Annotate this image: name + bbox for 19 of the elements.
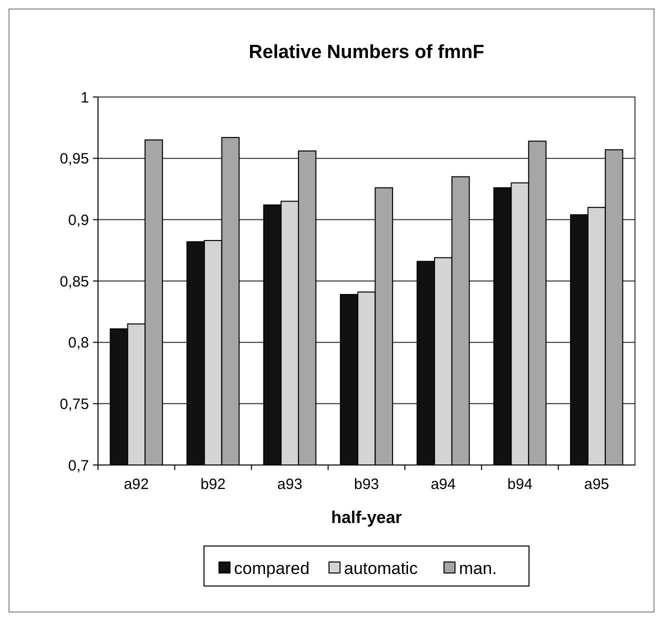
x-tick-label: a92 xyxy=(124,476,149,493)
y-tick-label: 0,95 xyxy=(60,150,89,168)
x-tick-label: b92 xyxy=(200,476,226,493)
x-tick-label: a93 xyxy=(277,476,302,493)
legend-label: compared xyxy=(234,558,310,578)
y-tick-label: 1 xyxy=(80,89,89,106)
legend-label: man. xyxy=(459,558,497,578)
y-tick-label: 0,7 xyxy=(68,457,89,474)
x-tick-label: b94 xyxy=(507,476,532,493)
x-tick-label: b93 xyxy=(354,476,380,493)
y-tick-label: 0,8 xyxy=(68,334,89,352)
x-tick-label: a95 xyxy=(584,476,610,493)
y-tick-label: 0,9 xyxy=(68,212,89,229)
x-axis-title: half-year xyxy=(331,508,402,527)
y-tick-label: 0,85 xyxy=(60,273,89,290)
chart-title: Relative Numbers of fmnF xyxy=(248,42,484,63)
legend-label: automatic xyxy=(344,558,418,578)
x-tick-label: a94 xyxy=(430,476,456,493)
y-tick-label: 0,75 xyxy=(60,396,89,413)
